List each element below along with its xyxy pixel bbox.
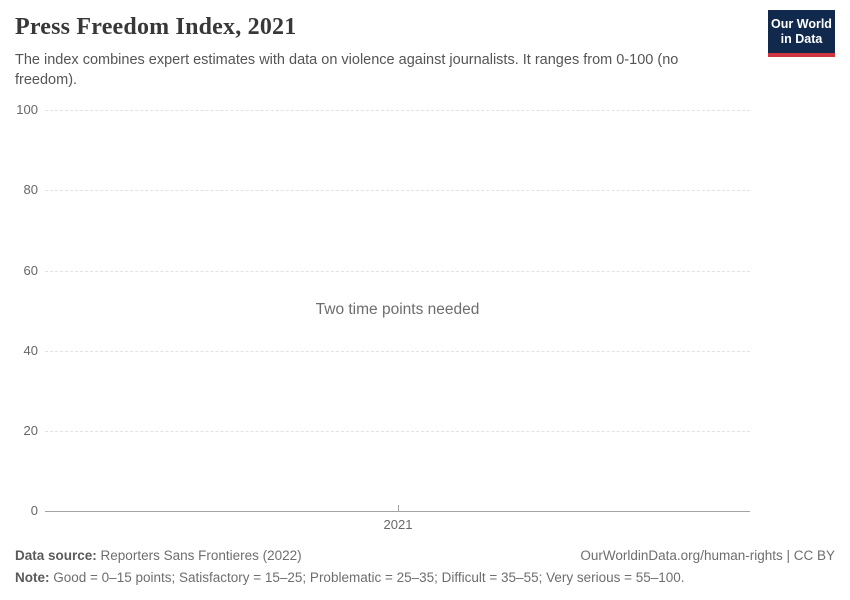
x-tick-label: 2021 xyxy=(383,517,413,532)
origin-url-link[interactable]: OurWorldinData.org/human-rights | CC BY xyxy=(580,548,835,563)
y-tick-label: 40 xyxy=(23,343,38,359)
y-tick-label: 80 xyxy=(23,182,38,198)
x-tick-mark xyxy=(398,505,399,511)
logo-line-1: Our World xyxy=(771,17,832,31)
no-data-message: Two time points needed xyxy=(315,301,480,318)
chart-note: Note: Good = 0–15 points; Satisfactory =… xyxy=(15,570,835,585)
logo-line-2: in Data xyxy=(780,32,823,46)
chart-footer: Data source: Reporters Sans Frontieres (… xyxy=(15,548,835,585)
y-tick-label: 60 xyxy=(23,263,38,279)
gridline xyxy=(45,271,750,272)
y-tick-label: 20 xyxy=(23,423,38,439)
x-axis-baseline xyxy=(45,511,750,512)
data-source-value: Reporters Sans Frontieres (2022) xyxy=(100,548,302,563)
y-tick-label: 100 xyxy=(16,102,38,118)
owid-logo[interactable]: Our World in Data xyxy=(768,10,835,57)
gridline xyxy=(45,431,750,432)
gridline xyxy=(45,110,750,111)
chart-header: Press Freedom Index, 2021 The index comb… xyxy=(15,10,835,90)
y-tick-label: 0 xyxy=(30,503,38,519)
gridline xyxy=(45,351,750,352)
note-label: Note: xyxy=(15,569,50,585)
data-source: Data source: Reporters Sans Frontieres (… xyxy=(15,548,302,563)
gridline xyxy=(45,190,750,191)
chart-subtitle: The index combines expert estimates with… xyxy=(15,52,679,88)
chart-title: Press Freedom Index, 2021 xyxy=(15,14,297,40)
data-source-label: Data source: xyxy=(15,548,97,563)
note-value: Good = 0–15 points; Satisfactory = 15–25… xyxy=(53,569,685,585)
